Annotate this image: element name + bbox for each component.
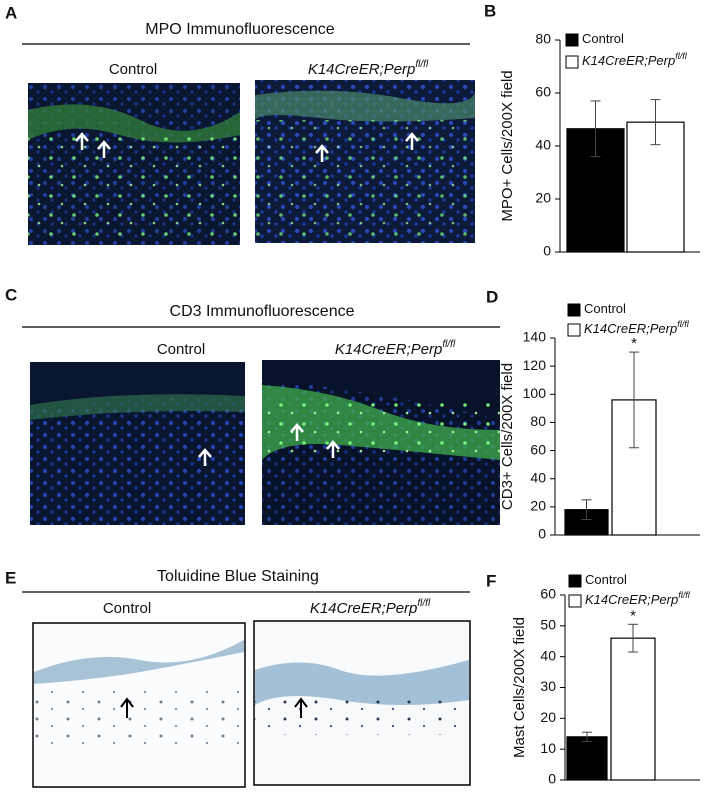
- panel-letter: A: [5, 3, 17, 22]
- error-bar: [628, 623, 638, 653]
- legend-label: K14CreER;Perpfl/fl: [582, 51, 688, 68]
- legend-swatch: [568, 594, 582, 608]
- micrograph: [30, 362, 245, 525]
- y-tick-label: 10: [540, 740, 556, 756]
- y-tick-label: 0: [538, 526, 546, 542]
- image-label: Control: [157, 341, 205, 358]
- y-tick-label: 140: [523, 329, 547, 345]
- y-tick-label: 60: [540, 586, 556, 602]
- bar: [610, 637, 656, 781]
- y-tick-label: 20: [535, 190, 551, 206]
- significance: *: [630, 607, 636, 624]
- image-label: K14CreER;Perpfl/fl: [310, 598, 431, 617]
- y-tick-label: 40: [535, 137, 551, 153]
- y-tick-label: 40: [530, 469, 546, 485]
- micrograph: [255, 80, 475, 243]
- panel-letter: E: [5, 568, 16, 587]
- legend-swatch: [567, 303, 581, 317]
- legend-text: K14CreER;Perp: [584, 321, 677, 336]
- y-tick-label: 50: [540, 617, 556, 633]
- y-tick-label: 80: [535, 31, 551, 47]
- panel-letter: B: [484, 1, 496, 20]
- legend-text: K14CreER;Perp: [585, 592, 678, 607]
- y-tick-label: 0: [543, 243, 551, 259]
- error-bar: [629, 351, 639, 449]
- legend-label: Control: [582, 31, 624, 46]
- panel-letter: F: [486, 571, 496, 590]
- error-bar: [650, 99, 661, 146]
- y-axis-label: CD3+ Cells/200X field: [499, 363, 516, 510]
- legend-swatch: [568, 574, 582, 588]
- legend-text: Control: [584, 301, 626, 316]
- y-tick-label: 80: [530, 413, 546, 429]
- legend-swatch: [565, 55, 579, 69]
- legend-sup: fl/fl: [675, 51, 688, 61]
- image-title: Toluidine Blue Staining: [157, 568, 319, 585]
- micrograph: [262, 360, 500, 525]
- micrograph: [32, 622, 246, 788]
- image-label: K14CreER;Perpfl/fl: [308, 59, 429, 78]
- image-label: K14CreER;Perpfl/fl: [335, 339, 456, 358]
- image-title: MPO Immunofluorescence: [145, 21, 335, 38]
- legend-text: Control: [582, 31, 624, 46]
- error-bar: [590, 100, 601, 158]
- y-tick-label: 100: [523, 385, 547, 401]
- image-label: Control: [109, 61, 157, 78]
- y-tick-label: 0: [548, 771, 556, 787]
- bar: [566, 736, 608, 781]
- micrograph: [28, 83, 240, 245]
- panel-letter: D: [486, 287, 498, 306]
- y-tick-label: 20: [530, 498, 546, 514]
- micrograph: [253, 620, 471, 786]
- legend-text: Control: [585, 572, 627, 587]
- y-tick-label: 30: [540, 678, 556, 694]
- legend-swatch: [567, 323, 581, 337]
- image-label: Control: [103, 600, 151, 617]
- y-tick-label: 60: [530, 441, 546, 457]
- y-tick-label: 120: [523, 357, 547, 373]
- legend-label: Control: [585, 572, 627, 587]
- legend-sup: fl/fl: [677, 319, 690, 329]
- y-tick-label: 60: [535, 84, 551, 100]
- y-axis-label: MPO+ Cells/200X field: [499, 70, 516, 221]
- significance: *: [631, 335, 637, 352]
- legend-text: K14CreER;Perp: [582, 53, 675, 68]
- y-axis-label: Mast Cells/200X field: [511, 617, 528, 758]
- legend-sup: fl/fl: [678, 590, 691, 600]
- panel-letter: C: [5, 285, 17, 304]
- error-bar: [582, 731, 592, 742]
- legend-label: Control: [584, 301, 626, 316]
- legend-label: K14CreER;Perpfl/fl: [584, 319, 690, 336]
- legend-swatch: [565, 33, 579, 47]
- legend-label: K14CreER;Perpfl/fl: [585, 590, 691, 607]
- error-bar: [581, 499, 592, 521]
- y-tick-label: 40: [540, 647, 556, 663]
- y-tick-label: 20: [540, 709, 556, 725]
- image-title: CD3 Immunofluorescence: [170, 303, 355, 320]
